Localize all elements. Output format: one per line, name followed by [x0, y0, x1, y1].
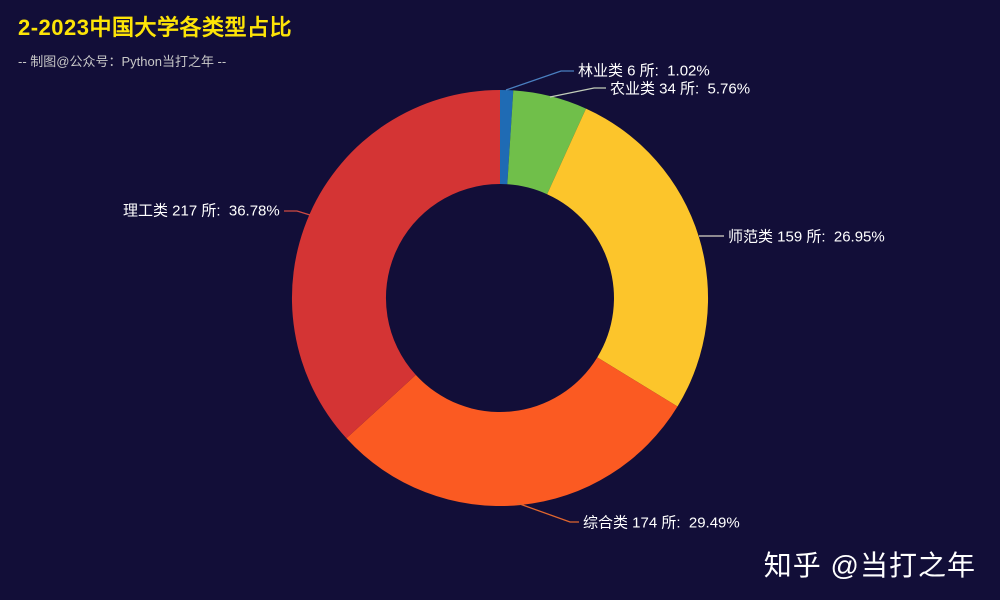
chart-header: 2-2023中国大学各类型占比 -- 制图@公众号：Python当打之年 --: [18, 10, 292, 70]
slice-label-normal: 师范类 159 所: 26.95%: [728, 228, 885, 246]
pie-slice-综合类[interactable]: [346, 357, 678, 507]
slice-label-forestry: 林业类 6 所: 1.02%: [578, 62, 710, 80]
chart-title: 2-2023中国大学各类型占比: [18, 15, 293, 40]
pie-slice-农业类[interactable]: [507, 90, 586, 195]
slice-label-agriculture: 农业类 34 所: 5.76%: [610, 80, 751, 98]
chart-subtitle: -- 制图@公众号：Python当打之年 --: [18, 54, 227, 69]
slice-label-comprehensive: 综合类 174 所: 29.49%: [583, 514, 740, 532]
label-line-综合类: [516, 502, 579, 523]
pie-slice-理工类[interactable]: [291, 90, 500, 439]
watermark-zhihu: 知乎 @当打之年: [763, 550, 976, 581]
slice-label-science: 理工类 217 所: 36.78%: [123, 202, 280, 220]
pie-slice-师范类[interactable]: [547, 108, 709, 407]
pie-slice-林业类[interactable]: [500, 89, 514, 185]
label-line-农业类: [549, 87, 606, 98]
label-line-林业类: [505, 70, 574, 91]
label-line-理工类: [284, 210, 311, 216]
